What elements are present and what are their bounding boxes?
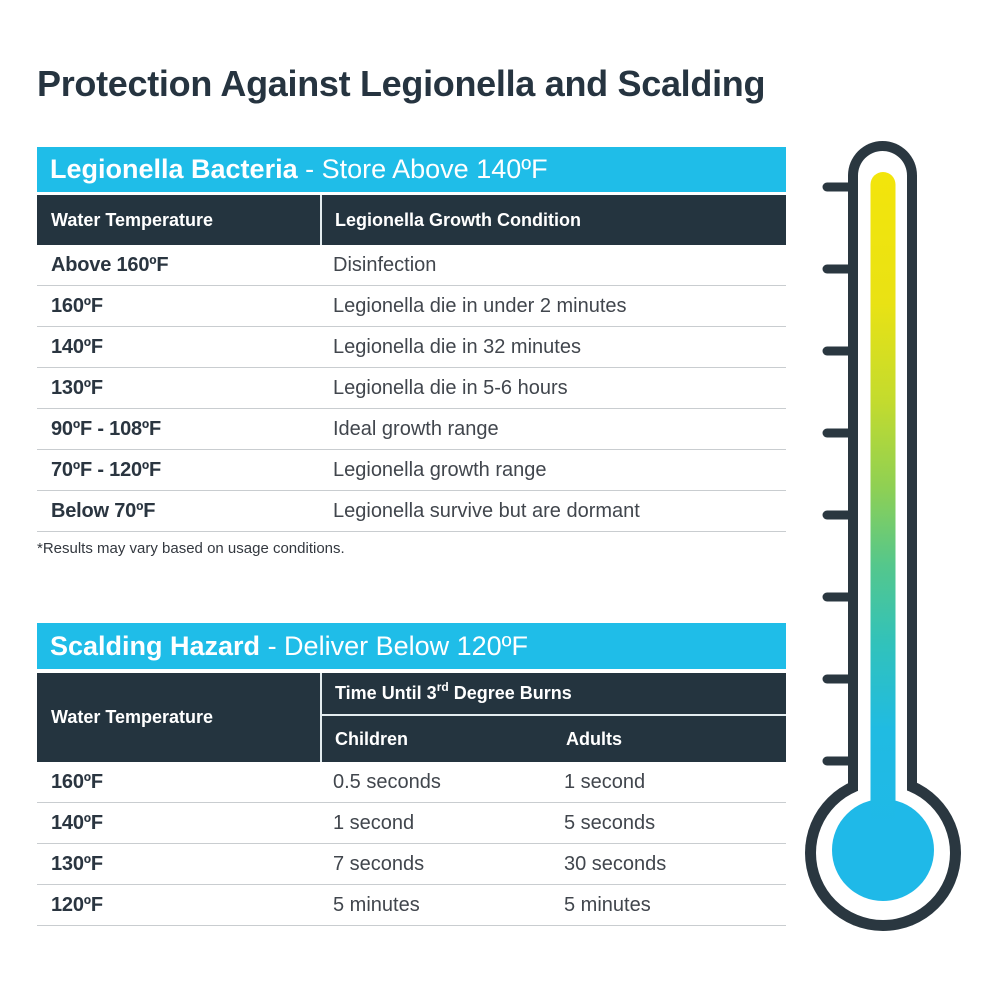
page-title: Protection Against Legionella and Scaldi… [37, 63, 766, 104]
condition-cell: Legionella die in 5-6 hours [333, 376, 568, 399]
table-row: 160ºF 0.5 seconds 1 second [37, 762, 786, 803]
legionella-table: Legionella Bacteria - Store Above 140ºF … [37, 147, 786, 532]
table-row: 130ºF 7 seconds 30 seconds [37, 844, 786, 885]
condition-cell: Ideal growth range [333, 417, 499, 440]
table-row: Above 160ºF Disinfection [37, 245, 786, 286]
temperature-cell: 90ºF - 108ºF [51, 417, 162, 440]
temperature-cell: 130ºF [51, 852, 103, 875]
legionella-column-header-row: Water Temperature Legionella Growth Cond… [37, 195, 786, 245]
table-row: 140ºF Legionella die in 32 minutes [37, 327, 786, 368]
table-row: 160ºF Legionella die in under 2 minutes [37, 286, 786, 327]
scalding-band-bold-text: Scalding Hazard [50, 630, 261, 661]
thermometer-tick-marks [822, 182, 858, 766]
legionella-band-bold-text: Legionella Bacteria [50, 154, 298, 184]
condition-cell: Legionella die in under 2 minutes [333, 294, 627, 317]
temperature-cell: 140ºF [51, 811, 103, 834]
adults-time-cell: 5 seconds [564, 811, 656, 834]
temperature-cell: 120ºF [51, 893, 103, 916]
legionella-band-subtitle-text: - Store Above 140ºF [297, 154, 548, 184]
temperature-cell: 70ºF - 120ºF [51, 458, 162, 481]
results-disclaimer-footnote: *Results may vary based on usage conditi… [37, 540, 345, 557]
group-header-suffix: Degree Burns [448, 683, 572, 703]
adults-time-cell: 5 minutes [564, 893, 651, 916]
thermometer-mercury-column [870, 172, 896, 828]
temperature-cell: Below 70ºF [51, 499, 156, 522]
table-row: Below 70ºF Legionella survive but are do… [37, 491, 786, 532]
adults-column-header: Adults [566, 728, 622, 749]
adults-time-cell: 30 seconds [564, 852, 667, 875]
table-row: 120ºF 5 minutes 5 minutes [37, 885, 786, 926]
condition-cell: Legionella growth range [333, 458, 547, 481]
adults-time-cell: 1 second [564, 770, 646, 793]
scalding-band-subtitle-text: - Deliver Below 120ºF [260, 630, 529, 661]
table-row: 70ºF - 120ºF Legionella growth range [37, 450, 786, 491]
temperature-cell: Above 160ºF [51, 253, 169, 276]
condition-cell: Legionella survive but are dormant [333, 499, 640, 522]
temperature-cell: 140ºF [51, 335, 103, 358]
water-temperature-column-header: Water Temperature [51, 209, 214, 230]
children-time-cell: 0.5 seconds [333, 770, 441, 793]
scalding-table-title-band: Scalding Hazard - Deliver Below 120ºF [37, 623, 786, 669]
children-column-header: Children [335, 728, 409, 749]
children-time-cell: 1 second [333, 811, 415, 834]
temperature-cell: 160ºF [51, 294, 103, 317]
children-time-cell: 5 minutes [333, 893, 420, 916]
temperature-cell: 130ºF [51, 376, 103, 399]
thermometer-illustration [805, 141, 961, 931]
temperature-cell: 160ºF [51, 770, 103, 793]
children-time-cell: 7 seconds [333, 852, 425, 875]
table-row: 140ºF 1 second 5 seconds [37, 803, 786, 844]
table-row: 130ºF Legionella die in 5-6 hours [37, 368, 786, 409]
condition-cell: Disinfection [333, 253, 437, 276]
growth-condition-column-header: Legionella Growth Condition [320, 195, 786, 245]
water-temperature-column-header: Water Temperature [37, 673, 320, 762]
legionella-table-title-band: Legionella Bacteria - Store Above 140ºF [37, 147, 786, 192]
condition-cell: Legionella die in 32 minutes [333, 335, 581, 358]
ordinal-superscript: rd [436, 679, 449, 694]
group-header-prefix: Time Until 3 [335, 683, 437, 703]
thermometer-bulb-fill [832, 799, 934, 901]
scalding-table: Scalding Hazard - Deliver Below 120ºF Wa… [37, 623, 786, 926]
table-row: 90ºF - 108ºF Ideal growth range [37, 409, 786, 450]
